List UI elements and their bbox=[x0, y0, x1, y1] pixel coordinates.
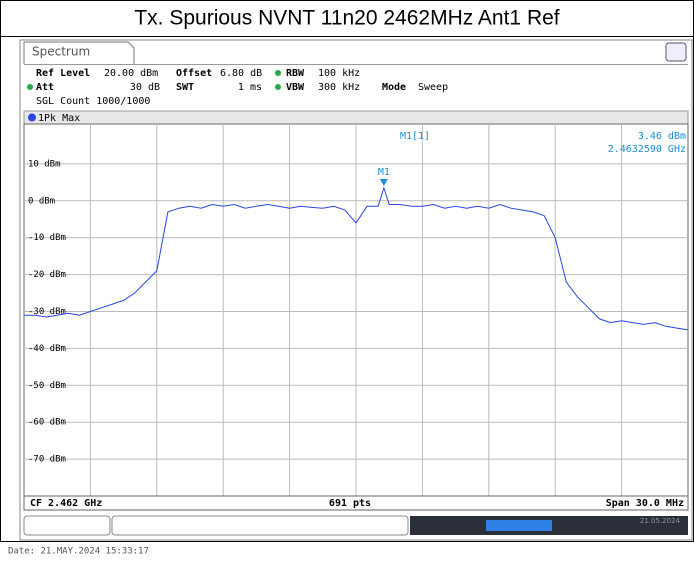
marker-value: 3.46 dBm bbox=[638, 131, 686, 142]
date-stamp: Date: 21.MAY.2024 15:33:17 bbox=[8, 547, 149, 557]
points: 691 pts bbox=[329, 498, 371, 509]
page-title: Tx. Spurious NVNT 11n20 2462MHz Ant1 Ref bbox=[134, 7, 559, 30]
y-tick-label: 10 dBm bbox=[28, 159, 61, 169]
setting-value: 1 ms bbox=[238, 82, 262, 93]
trace-indicator bbox=[28, 113, 36, 122]
tab-label: Spectrum bbox=[32, 45, 90, 59]
progress-bar bbox=[486, 520, 552, 531]
setting-label: SWT bbox=[176, 82, 194, 93]
y-tick-label: -40 dBm bbox=[28, 344, 66, 354]
status-date: 21.05.2024 bbox=[640, 517, 681, 525]
y-tick-label: -70 dBm bbox=[28, 455, 66, 465]
trace-bar bbox=[23, 110, 689, 125]
y-tick-label: -60 dBm bbox=[28, 418, 66, 428]
toolbar-icon[interactable] bbox=[665, 42, 687, 62]
marker-label: M1 bbox=[378, 167, 390, 178]
y-tick-label: 0 dBm bbox=[28, 196, 55, 206]
setting-label: RBW bbox=[286, 68, 305, 79]
y-tick-label: -20 dBm bbox=[28, 270, 66, 280]
trace bbox=[24, 186, 689, 331]
marker-name: M1[1] bbox=[400, 131, 430, 142]
indicator bbox=[27, 84, 33, 90]
setting-value: 20.00 dBm bbox=[104, 68, 158, 79]
tab[interactable] bbox=[23, 41, 135, 64]
sgl-count: SGL Count 1000/1000 bbox=[36, 96, 150, 107]
span: Span 30.0 MHz bbox=[606, 498, 684, 509]
center-freq: CF 2.462 GHz bbox=[30, 498, 102, 509]
marker-frequency: 2.4632590 GHz bbox=[608, 144, 686, 155]
setting-label: Offset bbox=[176, 68, 212, 79]
status-field bbox=[23, 515, 111, 536]
setting-label: Mode bbox=[382, 82, 406, 93]
setting-value: 6.80 dB bbox=[220, 68, 262, 79]
trace-label: 1Pk Max bbox=[38, 113, 80, 124]
status-field bbox=[111, 515, 409, 536]
indicator bbox=[275, 70, 281, 76]
bottom-bar bbox=[23, 495, 689, 511]
setting-value: 30 dB bbox=[130, 82, 160, 93]
setting-value: 100 kHz bbox=[318, 68, 360, 79]
setting-value: Sweep bbox=[418, 82, 448, 93]
y-tick-label: -30 dBm bbox=[28, 307, 66, 317]
setting-label: VBW bbox=[286, 82, 305, 93]
marker-symbol bbox=[379, 179, 388, 187]
setting-label: Ref Level bbox=[36, 68, 90, 79]
setting-label: Att bbox=[36, 82, 54, 93]
indicator bbox=[275, 84, 281, 90]
y-tick-label: -50 dBm bbox=[28, 381, 66, 391]
y-tick-label: -10 dBm bbox=[28, 233, 66, 243]
setting-value: 300 kHz bbox=[318, 82, 360, 93]
